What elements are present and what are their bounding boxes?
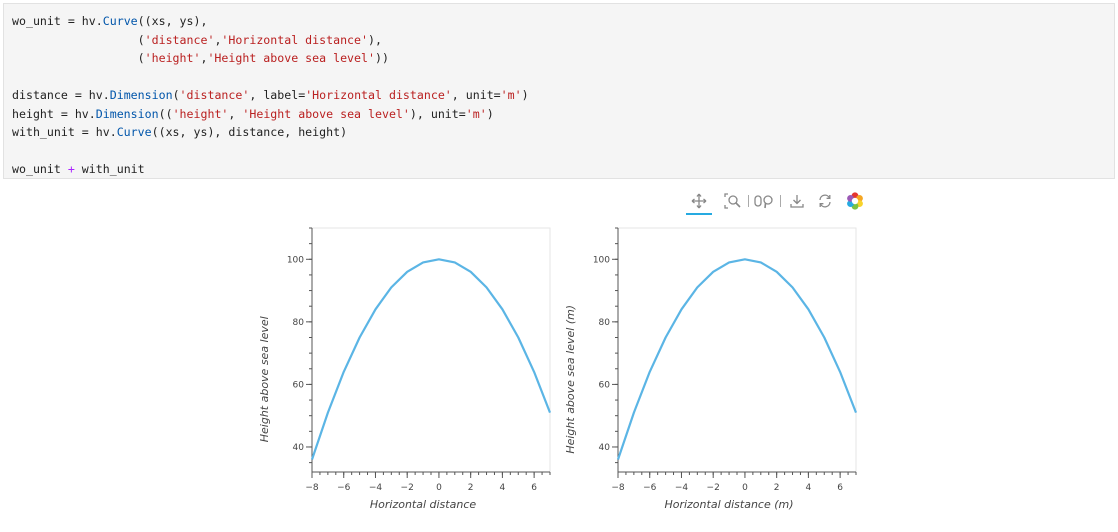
code-token: ((	[158, 106, 173, 121]
code-token: ((xs, ys), distance, height)	[151, 125, 348, 139]
x-tick-label: 4	[806, 483, 812, 493]
code-token: 'Horizontal distance'	[221, 32, 369, 47]
code-line	[12, 142, 1106, 161]
code-line: ('distance','Horizontal distance'),	[12, 31, 1106, 50]
save-tool-button[interactable]	[786, 190, 808, 212]
plot-frame	[311, 227, 551, 473]
plot-left[interactable]: 40 60 80 100 −8 −6 −4 −2 0 2 4 6 Horizontal distance…	[250, 224, 552, 524]
box-zoom-tool-button[interactable]	[722, 190, 744, 212]
y-tick-label: 80	[293, 318, 305, 328]
code-token: with_unit	[74, 162, 145, 176]
code-token: Curve	[116, 125, 152, 139]
code-token: height = hv.	[12, 106, 96, 121]
code-token: (	[12, 32, 145, 47]
curve-line	[616, 258, 858, 460]
code-token: 'height'	[172, 106, 229, 121]
x-tick-label: −8	[611, 483, 625, 493]
y-tick-label: 100	[593, 255, 610, 265]
x-tick-label: −6	[643, 483, 657, 493]
code-token: (	[12, 51, 145, 65]
y-tick-label: 40	[599, 443, 611, 453]
plot-frame	[617, 227, 857, 473]
x-tick-label: 4	[500, 483, 506, 493]
code-token: 'distance'	[144, 32, 215, 47]
code-cell[interactable]: wo_unit = hv.Curve((xs, ys), ('distance'…	[3, 3, 1115, 179]
y-axis-label: Height above sea level	[258, 316, 271, 442]
y-tick-label: 40	[293, 443, 305, 453]
x-tick-label: 2	[774, 483, 780, 493]
y-tick-label: 80	[599, 318, 611, 328]
pan-icon	[691, 193, 707, 209]
code-token: wo_unit	[12, 162, 68, 176]
x-tick-label: 6	[531, 483, 537, 493]
x-tick-label: −6	[337, 483, 351, 493]
x-tick-label: 0	[436, 483, 442, 493]
code-token: 'distance'	[179, 88, 250, 102]
code-line: with_unit = hv.Curve((xs, ys), distance,…	[12, 123, 1106, 142]
code-token: ,	[200, 51, 208, 65]
code-token: , unit=	[451, 88, 501, 102]
code-token: 'm'	[465, 106, 487, 121]
y-axis-label: Height above sea level (m)	[564, 305, 577, 454]
code-token: 'Height above sea level'	[207, 51, 375, 65]
save-icon	[790, 195, 804, 208]
code-line: height = hv.Dimension(('height', 'Height…	[12, 105, 1106, 124]
reset-tool-button[interactable]	[814, 190, 836, 212]
code-token: (	[172, 88, 180, 102]
y-tick-label: 60	[599, 380, 611, 390]
code-token: wo_unit = hv.	[12, 14, 103, 28]
y-tick-label: 100	[287, 255, 304, 265]
code-line: ('height','Height above sea level'))	[12, 49, 1106, 68]
y-tick-label: 60	[293, 380, 305, 390]
toolbar-divider	[746, 190, 752, 212]
wheel-zoom-tool-button[interactable]	[754, 190, 776, 212]
x-tick-label: −2	[707, 483, 720, 493]
code-token: , label=	[249, 88, 306, 102]
box-zoom-icon	[724, 193, 741, 209]
code-token: Curve	[102, 14, 138, 28]
code-token: +	[67, 162, 75, 176]
code-line: distance = hv.Dimension('distance', labe…	[12, 86, 1106, 105]
code-token: ,	[214, 32, 222, 47]
plot-right[interactable]: 40 60 80 100 −8 −6 −4 −2 0 2 4 6 Horizontal distance…	[556, 224, 858, 524]
toolbar-divider	[778, 190, 784, 212]
code-token: ), unit=	[409, 106, 466, 121]
code-token: ((xs, ys),	[137, 14, 208, 28]
code-token: ,	[228, 106, 243, 121]
x-axis-label: Horizontal distance (m)	[664, 498, 793, 511]
chart-left[interactable]: 40 60 80 100 −8 −6 −4 −2 0 2 4 6 Horizontal distance…	[250, 224, 552, 524]
code-editor[interactable]: wo_unit = hv.Curve((xs, ys), ('distance'…	[4, 4, 1114, 187]
x-tick-label: −4	[369, 483, 383, 493]
plot-toolbar	[686, 190, 870, 215]
chart-right[interactable]: 40 60 80 100 −8 −6 −4 −2 0 2 4 6 Horizontal distance…	[556, 224, 858, 524]
code-token: distance = hv.	[12, 88, 110, 102]
code-token: ),	[368, 32, 382, 47]
code-token: 'Horizontal distance'	[305, 88, 452, 102]
code-token: 'height'	[144, 51, 201, 65]
x-tick-label: 6	[837, 483, 843, 493]
reset-icon	[819, 194, 831, 208]
code-token: )	[486, 106, 494, 121]
code-token: Dimension	[109, 88, 173, 102]
bokeh-logo[interactable]	[844, 190, 866, 212]
code-line	[12, 68, 1106, 87]
x-tick-label: 2	[468, 483, 474, 493]
x-tick-label: 0	[742, 483, 748, 493]
x-tick-label: −4	[675, 483, 689, 493]
pan-tool-button[interactable]	[686, 190, 712, 215]
x-tick-label: −8	[305, 483, 319, 493]
code-line: wo_unit + with_unit	[12, 160, 1106, 179]
wheel-zoom-icon	[754, 195, 773, 209]
code-line: wo_unit = hv.Curve((xs, ys),	[12, 12, 1106, 31]
code-token: ))	[374, 51, 389, 65]
code-token: 'Height above sea level'	[242, 106, 410, 121]
x-axis-label: Horizontal distance	[370, 498, 477, 511]
code-token: with_unit = hv.	[12, 125, 117, 139]
bokeh-logo-icon	[847, 192, 863, 210]
code-token: Dimension	[95, 106, 159, 121]
code-token: )	[521, 88, 529, 102]
code-token: 'm'	[500, 88, 522, 102]
curve-line	[310, 258, 552, 460]
x-tick-label: −2	[401, 483, 414, 493]
